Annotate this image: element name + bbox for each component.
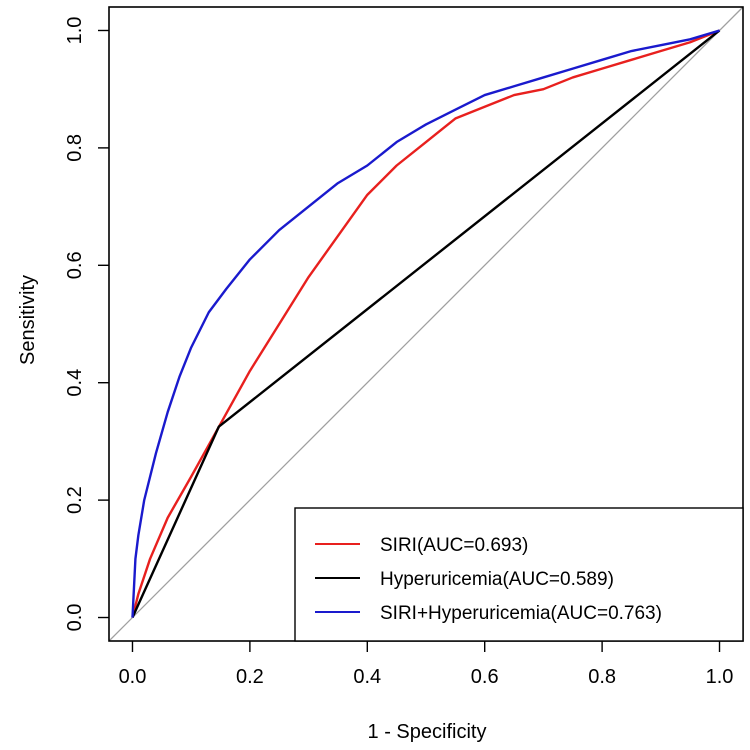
series-line-1 bbox=[131, 29, 720, 618]
x-tick-label: 0.8 bbox=[588, 666, 616, 688]
x-tick-label: 1.0 bbox=[706, 666, 734, 688]
y-tick-label: 0.6 bbox=[64, 251, 86, 279]
legend-label-3: SIRI+Hyperuricemia(AUC=0.763) bbox=[380, 603, 662, 624]
x-tick-label: 0.6 bbox=[471, 666, 499, 688]
axis-layer: 0.0 0.2 0.4 0.6 0.8 1.0 0.0 0.2 0.4 0.6 0.8 1.0 bbox=[64, 6, 744, 688]
legend-label-1: SIRI(AUC=0.693) bbox=[380, 535, 528, 556]
reference-layer bbox=[108, 6, 744, 642]
diagonal-reference-line bbox=[108, 6, 744, 642]
y-axis-title: Sensitivity bbox=[17, 275, 39, 365]
series-line-3 bbox=[131, 29, 720, 618]
y-tick-label: 1.0 bbox=[64, 17, 86, 45]
x-tick-label: 0.2 bbox=[236, 666, 264, 688]
y-tick-label: 0.2 bbox=[64, 486, 86, 514]
series-line-2 bbox=[131, 29, 721, 619]
x-tick-label: 0.4 bbox=[353, 666, 381, 688]
series-layer bbox=[131, 29, 721, 619]
y-tick-label: 0.4 bbox=[64, 369, 86, 397]
x-tick-label: 0.0 bbox=[119, 666, 147, 688]
legend-box bbox=[294, 507, 744, 642]
legend: SIRI(AUC=0.693) Hyperuricemia(AUC=0.589) S… bbox=[294, 507, 744, 642]
y-tick-label: 0.0 bbox=[64, 604, 86, 632]
y-tick-label: 0.8 bbox=[64, 134, 86, 162]
legend-label-2: Hyperuricemia(AUC=0.589) bbox=[380, 569, 614, 590]
x-axis-title: 1 - Specificity bbox=[368, 721, 487, 743]
